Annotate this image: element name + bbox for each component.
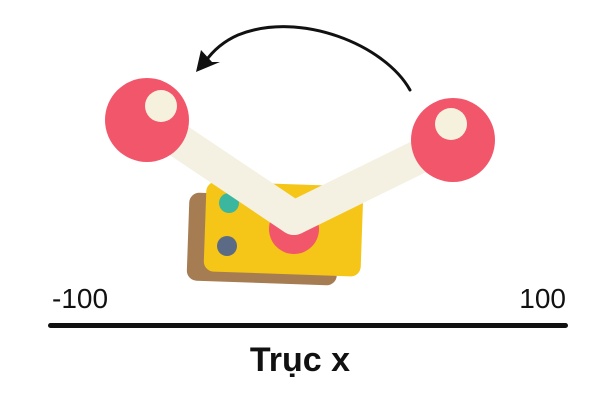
ball-highlight [145,90,177,122]
ball-highlight [435,108,467,140]
axis-max-label: 100 [519,283,566,314]
card-dot-slate [217,236,237,256]
arrow-curve [203,25,412,92]
x-axis-line [48,323,568,328]
arrow-head [196,50,220,72]
curved-arrow-icon [196,25,412,92]
axis-title: Trục x [249,341,351,379]
ball-icon [411,98,495,182]
axis-min-label: -100 [52,283,109,314]
left-atom [105,78,189,162]
right-atom [411,98,495,182]
ball-icon [105,78,189,162]
